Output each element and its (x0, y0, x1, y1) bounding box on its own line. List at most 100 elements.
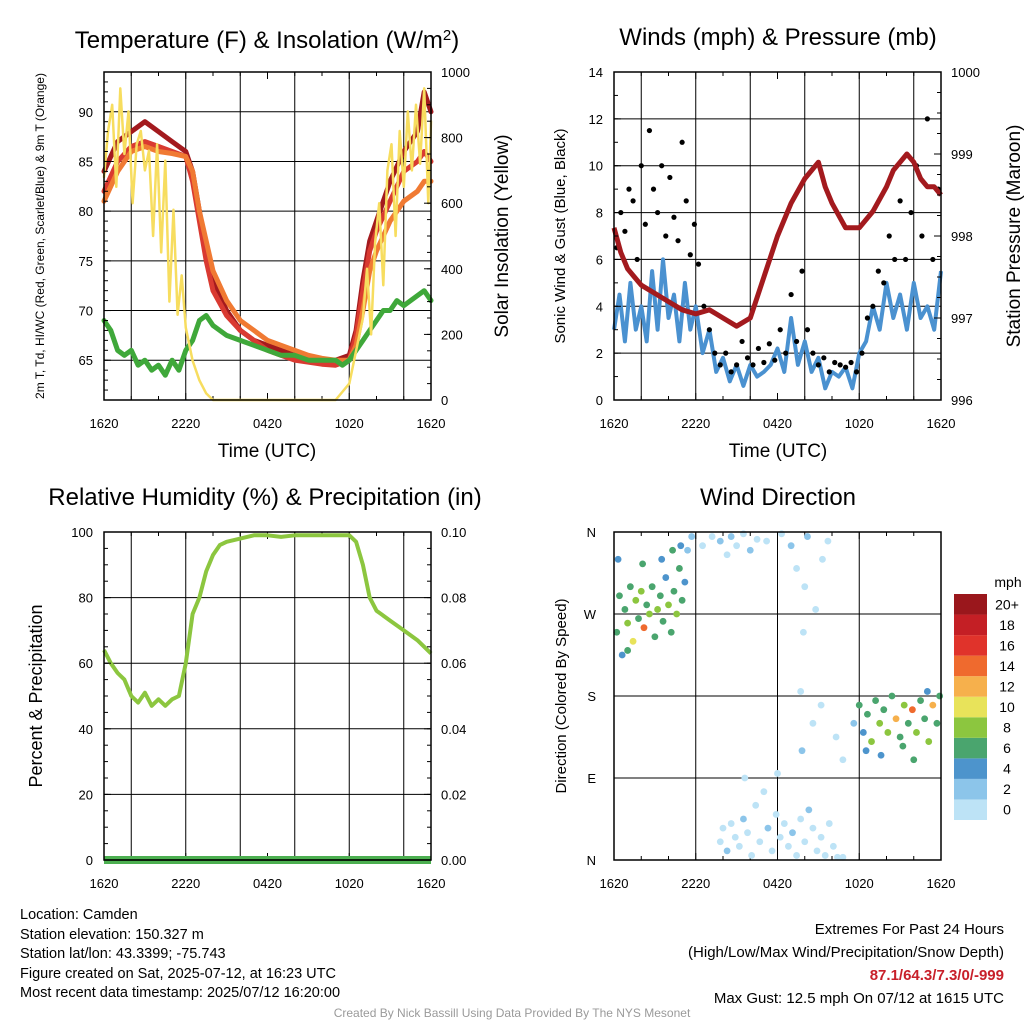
gust-point (734, 362, 740, 368)
x-tick-label: 2220 (681, 876, 710, 891)
direction-point (825, 820, 833, 827)
direction-point (834, 853, 841, 861)
direction-point (797, 815, 805, 823)
direction-point (864, 710, 871, 718)
direction-point (621, 606, 629, 613)
gust-point (695, 261, 702, 267)
x-axis-label: Time (UTC) (218, 441, 317, 462)
y-tick-label: 4 (596, 299, 603, 314)
direction-point (727, 533, 735, 540)
location-text: Location: Camden (20, 907, 138, 923)
direction-point (632, 596, 640, 604)
direction-point (829, 842, 837, 850)
x-tick-label: 1620 (417, 416, 446, 431)
direction-point (839, 853, 847, 861)
gust-point (772, 357, 778, 363)
direction-point (805, 806, 813, 814)
gust-point (622, 228, 628, 234)
y2-tick-label: 200 (441, 327, 463, 342)
gust-point (919, 233, 925, 239)
x-tick-label: 0420 (253, 416, 282, 431)
direction-point (877, 751, 885, 759)
series-line-3 (101, 288, 434, 378)
extremes-info: Extremes For Past 24 Hours (High/Low/Max… (688, 918, 1004, 1010)
direction-point (904, 719, 912, 727)
direction-point (801, 838, 809, 846)
panel-temperature: Temperature (F) & Insolation (W/m2) 1620 2… (33, 27, 513, 463)
y2-tick-label: 996 (951, 393, 973, 408)
y-tick-label: E (587, 771, 596, 786)
direction-point (868, 738, 875, 745)
direction-point (756, 838, 764, 846)
gust-point (924, 116, 930, 122)
gust-point (687, 252, 693, 258)
y-tick-label: 0 (86, 853, 93, 868)
direction-point (799, 628, 807, 636)
direction-point (884, 729, 892, 736)
y-tick-label: 90 (79, 105, 93, 120)
gust-point (750, 362, 756, 368)
station-info: Location: Camden Station elevation: 150.… (20, 906, 340, 1004)
direction-point (656, 592, 664, 600)
gust-point (630, 198, 636, 204)
y2-axis-label: Station Pressure (Maroon) (1004, 125, 1024, 348)
direction-point (776, 833, 784, 841)
x-tick-label: 2220 (171, 416, 200, 431)
gust-point (646, 127, 653, 134)
gust-point (853, 369, 860, 375)
direction-point (821, 852, 829, 859)
direction-point (618, 651, 626, 659)
colorbar-label: 0 (1003, 802, 1011, 818)
gust-point (626, 186, 632, 192)
gust-point (675, 238, 681, 244)
x-tick-label: 1020 (845, 876, 874, 891)
gust-point (870, 303, 876, 309)
colorbar-swatch (954, 635, 987, 656)
direction-point (719, 824, 727, 832)
direction-point (676, 565, 683, 572)
direction-point (748, 852, 756, 859)
colorbar-swatch (954, 655, 987, 677)
y-tick-label: 75 (79, 254, 93, 269)
direction-point (798, 747, 806, 755)
direction-point (929, 701, 937, 709)
rh-line (102, 533, 433, 708)
direction-point (716, 537, 724, 545)
direction-point (817, 701, 825, 709)
direction-point (855, 701, 863, 709)
direction-point (896, 733, 904, 741)
direction-point (801, 583, 809, 591)
colorbar-label: 8 (1003, 720, 1011, 736)
gust-point (859, 350, 865, 356)
direction-point (643, 601, 651, 609)
gust-point (881, 280, 887, 286)
gust-point (902, 256, 909, 263)
direction-point (809, 719, 817, 727)
gust-point (717, 362, 723, 368)
y2-tick-label: 0 (441, 393, 448, 408)
plot-frame (103, 531, 432, 861)
direction-point (859, 729, 867, 736)
direction-point (768, 847, 776, 855)
direction-point (708, 533, 716, 540)
colorbar-label: 2 (1003, 781, 1011, 797)
direction-point (665, 601, 672, 609)
direction-point (872, 697, 879, 704)
direction-point (785, 842, 792, 850)
colorbar-swatch (954, 696, 987, 718)
x-tick-label: 1620 (600, 876, 629, 891)
pressure-line (611, 151, 943, 329)
gust-point (843, 364, 849, 370)
direction-point (921, 715, 929, 723)
panel-humidity: Relative Humidity (%) & Precipitation (i… (26, 484, 482, 891)
gust-point (634, 256, 640, 263)
direction-point (772, 811, 780, 818)
y-tick-label: 14 (589, 65, 603, 80)
series-line-2 (101, 144, 434, 363)
gust-point (826, 369, 832, 375)
gust-point (799, 268, 805, 274)
y2-tick-label: 998 (951, 229, 973, 244)
direction-point (880, 706, 888, 714)
gust-point (821, 355, 827, 361)
